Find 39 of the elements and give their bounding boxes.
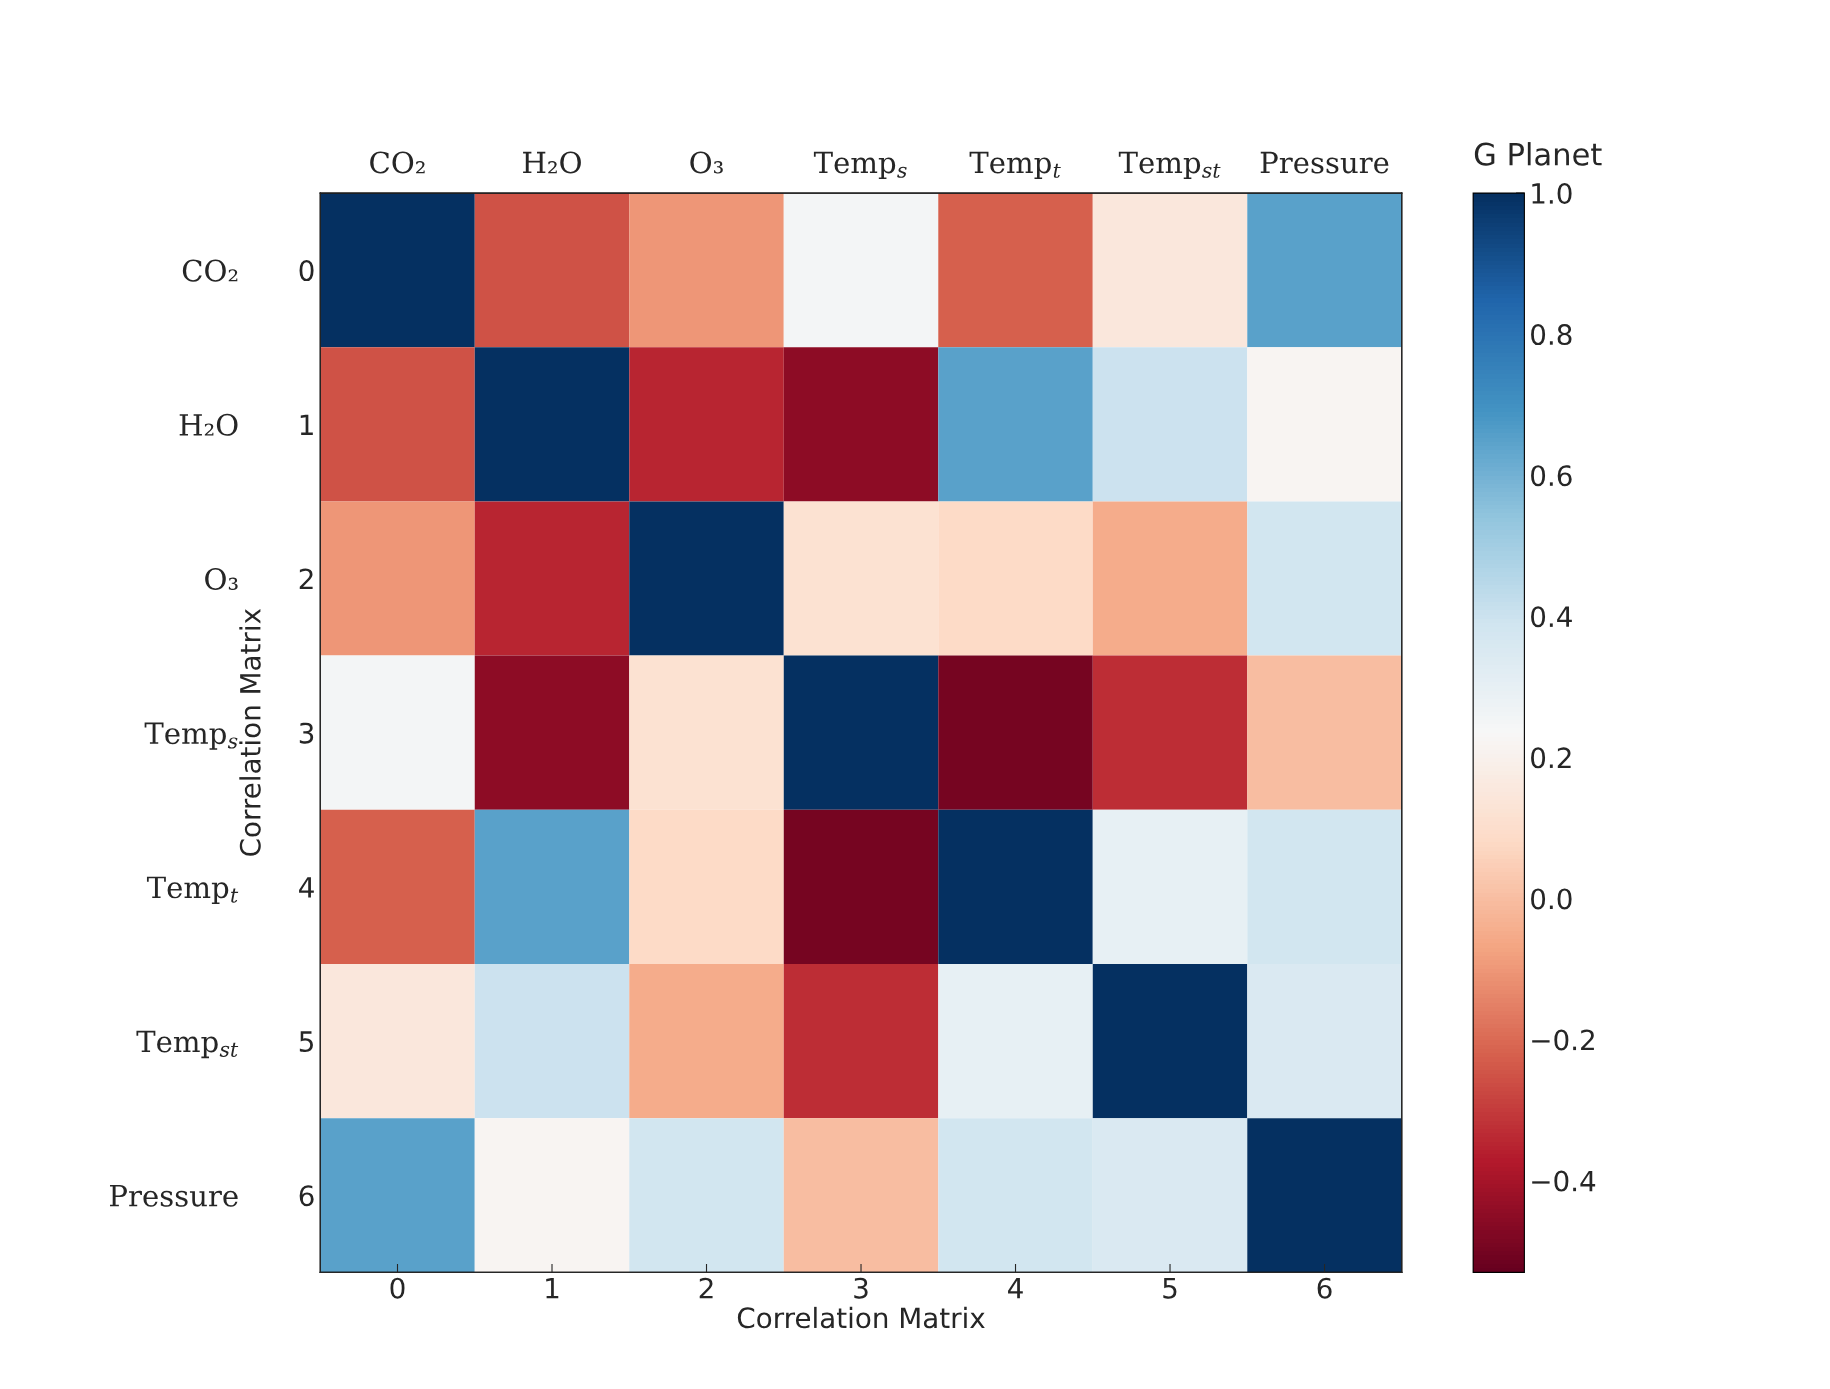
y2-tick-label: H₂O <box>179 413 238 436</box>
x2-tick-label: 4 <box>1008 1278 1023 1299</box>
y-tick-label: 1 <box>300 414 313 435</box>
y-tick-label: 2 <box>299 568 313 590</box>
x-tick-label: CO₂ <box>370 151 425 174</box>
x-tick-label: H₂O <box>523 151 581 174</box>
y2-tick-label: O₃ <box>205 567 238 591</box>
x2-tick-label: 2 <box>699 1277 713 1299</box>
x2-tick-label: 6 <box>1317 1277 1332 1299</box>
x-axis-title: Correlation Matrix <box>737 1306 985 1329</box>
x-tick-label: Temp$_{st}$ <box>1118 151 1221 180</box>
color-bar-title: G Planet <box>1474 142 1602 166</box>
y2-tick-label: Temp$_{s}$ <box>144 722 238 750</box>
x-tick-label: Temp$_{s}$ <box>813 151 907 180</box>
color-bar-label: −0.4 <box>1532 1170 1596 1192</box>
color-bar-label: 0.4 <box>1531 606 1572 628</box>
y-tick-label: 6 <box>299 1185 314 1207</box>
color-bar-label: −0.2 <box>1532 1029 1594 1051</box>
color-bar-label: 0.8 <box>1531 324 1572 346</box>
color-bar-label: 1.0 <box>1532 183 1572 205</box>
color-bar-label: 0.6 <box>1531 465 1572 487</box>
y2-tick-label: Temp$_{t}$ <box>146 876 239 904</box>
y-tick-label: 5 <box>299 1031 313 1052</box>
y-axis-title: Correlation Matrix <box>239 608 261 856</box>
x2-tick-label: 3 <box>854 1277 868 1299</box>
y2-tick-label: Pressure <box>110 1185 238 1207</box>
x-tick-label: O₃ <box>690 151 723 174</box>
y-tick-label: 4 <box>299 877 314 898</box>
x2-tick-label: 5 <box>1163 1278 1177 1299</box>
color-bar-label: 0.2 <box>1531 747 1571 769</box>
y-tick-label: 0 <box>299 260 314 282</box>
color-bar-label: 0.0 <box>1531 888 1572 910</box>
x2-tick-label: 1 <box>546 1278 559 1299</box>
y2-tick-label: Temp$_{st}$ <box>136 1030 239 1059</box>
x-tick-label: Pressure <box>1260 151 1389 174</box>
y-tick-label: 3 <box>299 722 314 744</box>
x-tick-label: Temp$_{t}$ <box>969 151 1061 180</box>
x2-tick-label: 0 <box>390 1277 405 1299</box>
y2-tick-label: CO₂ <box>182 259 238 282</box>
